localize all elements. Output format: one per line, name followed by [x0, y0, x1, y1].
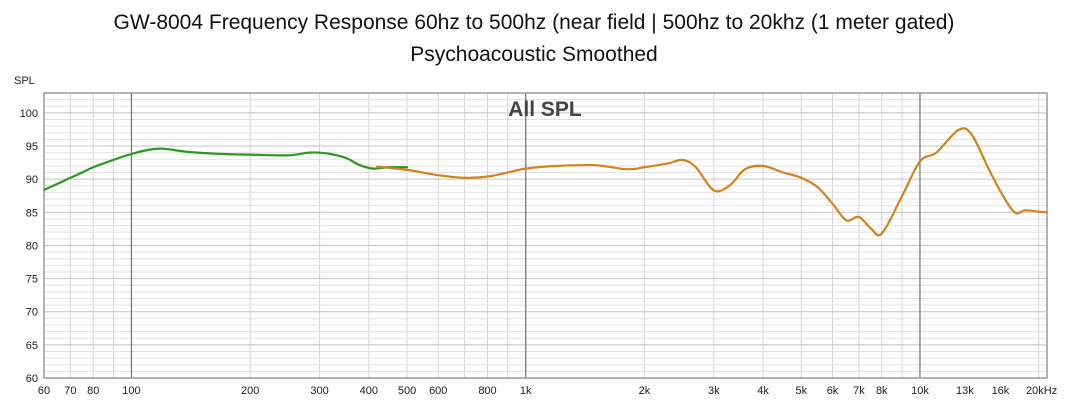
x-tick-label: 10k — [911, 385, 929, 397]
series-lines — [42, 127, 1049, 237]
plot-area — [44, 93, 1047, 378]
panel-label: All SPL — [508, 98, 582, 121]
plot-frame — [43, 92, 1048, 379]
x-tick-label: 500 — [398, 385, 416, 397]
y-tick-label: 90 — [26, 174, 38, 186]
y-axis-label: SPL — [14, 75, 35, 87]
y-tick-label: 95 — [26, 141, 38, 153]
x-tick-label: 7k — [853, 385, 865, 397]
x-tick-label: 600 — [429, 385, 447, 397]
chart-subtitle: Psychoacoustic Smoothed — [410, 43, 658, 66]
y-tick-label: 100 — [20, 108, 38, 120]
gated-response-line — [376, 127, 1049, 237]
y-tick-label: 75 — [26, 274, 38, 286]
x-tick-label: 200 — [241, 385, 259, 397]
x-tick-label: 800 — [478, 385, 496, 397]
x-tick-label: 5k — [795, 385, 807, 397]
y-tick-labels: 60 65 70 75 80 85 90 95 100 — [20, 108, 38, 385]
y-tick-label: 70 — [26, 307, 38, 319]
y-tick-label: 80 — [26, 240, 38, 252]
major-gridlines — [130, 93, 921, 378]
x-tick-label: 4k — [757, 385, 769, 397]
x-tick-labels: 60 70 80 100 200 300 400 500 600 800 1k 2k 3k 4k 5k 6k 7… — [38, 385, 1057, 397]
x-tick-label: 16k — [992, 385, 1010, 397]
x-tick-label: 300 — [310, 385, 328, 397]
x-tick-label: 60 — [38, 385, 50, 397]
y-tick-label: 65 — [26, 340, 38, 352]
x-tick-label: 13k — [956, 385, 974, 397]
x-tick-label: 1k — [520, 385, 532, 397]
x-tick-label: 100 — [122, 385, 140, 397]
y-tick-label: 85 — [26, 207, 38, 219]
x-tick-label: 400 — [360, 385, 378, 397]
x-tick-label: 20kHz — [1026, 385, 1057, 397]
x-tick-label: 6k — [827, 385, 839, 397]
x-tick-label: 2k — [639, 385, 651, 397]
minor-gridlines — [43, 93, 1047, 378]
x-tick-label: 70 — [64, 385, 76, 397]
x-tick-label: 3k — [708, 385, 720, 397]
near-field-response-line — [42, 147, 409, 191]
chart-title: GW-8004 Frequency Response 60hz to 500hz… — [113, 11, 955, 34]
y-tick-label: 60 — [26, 373, 38, 385]
x-tick-label: 8k — [876, 385, 888, 397]
x-tick-label: 80 — [87, 385, 99, 397]
